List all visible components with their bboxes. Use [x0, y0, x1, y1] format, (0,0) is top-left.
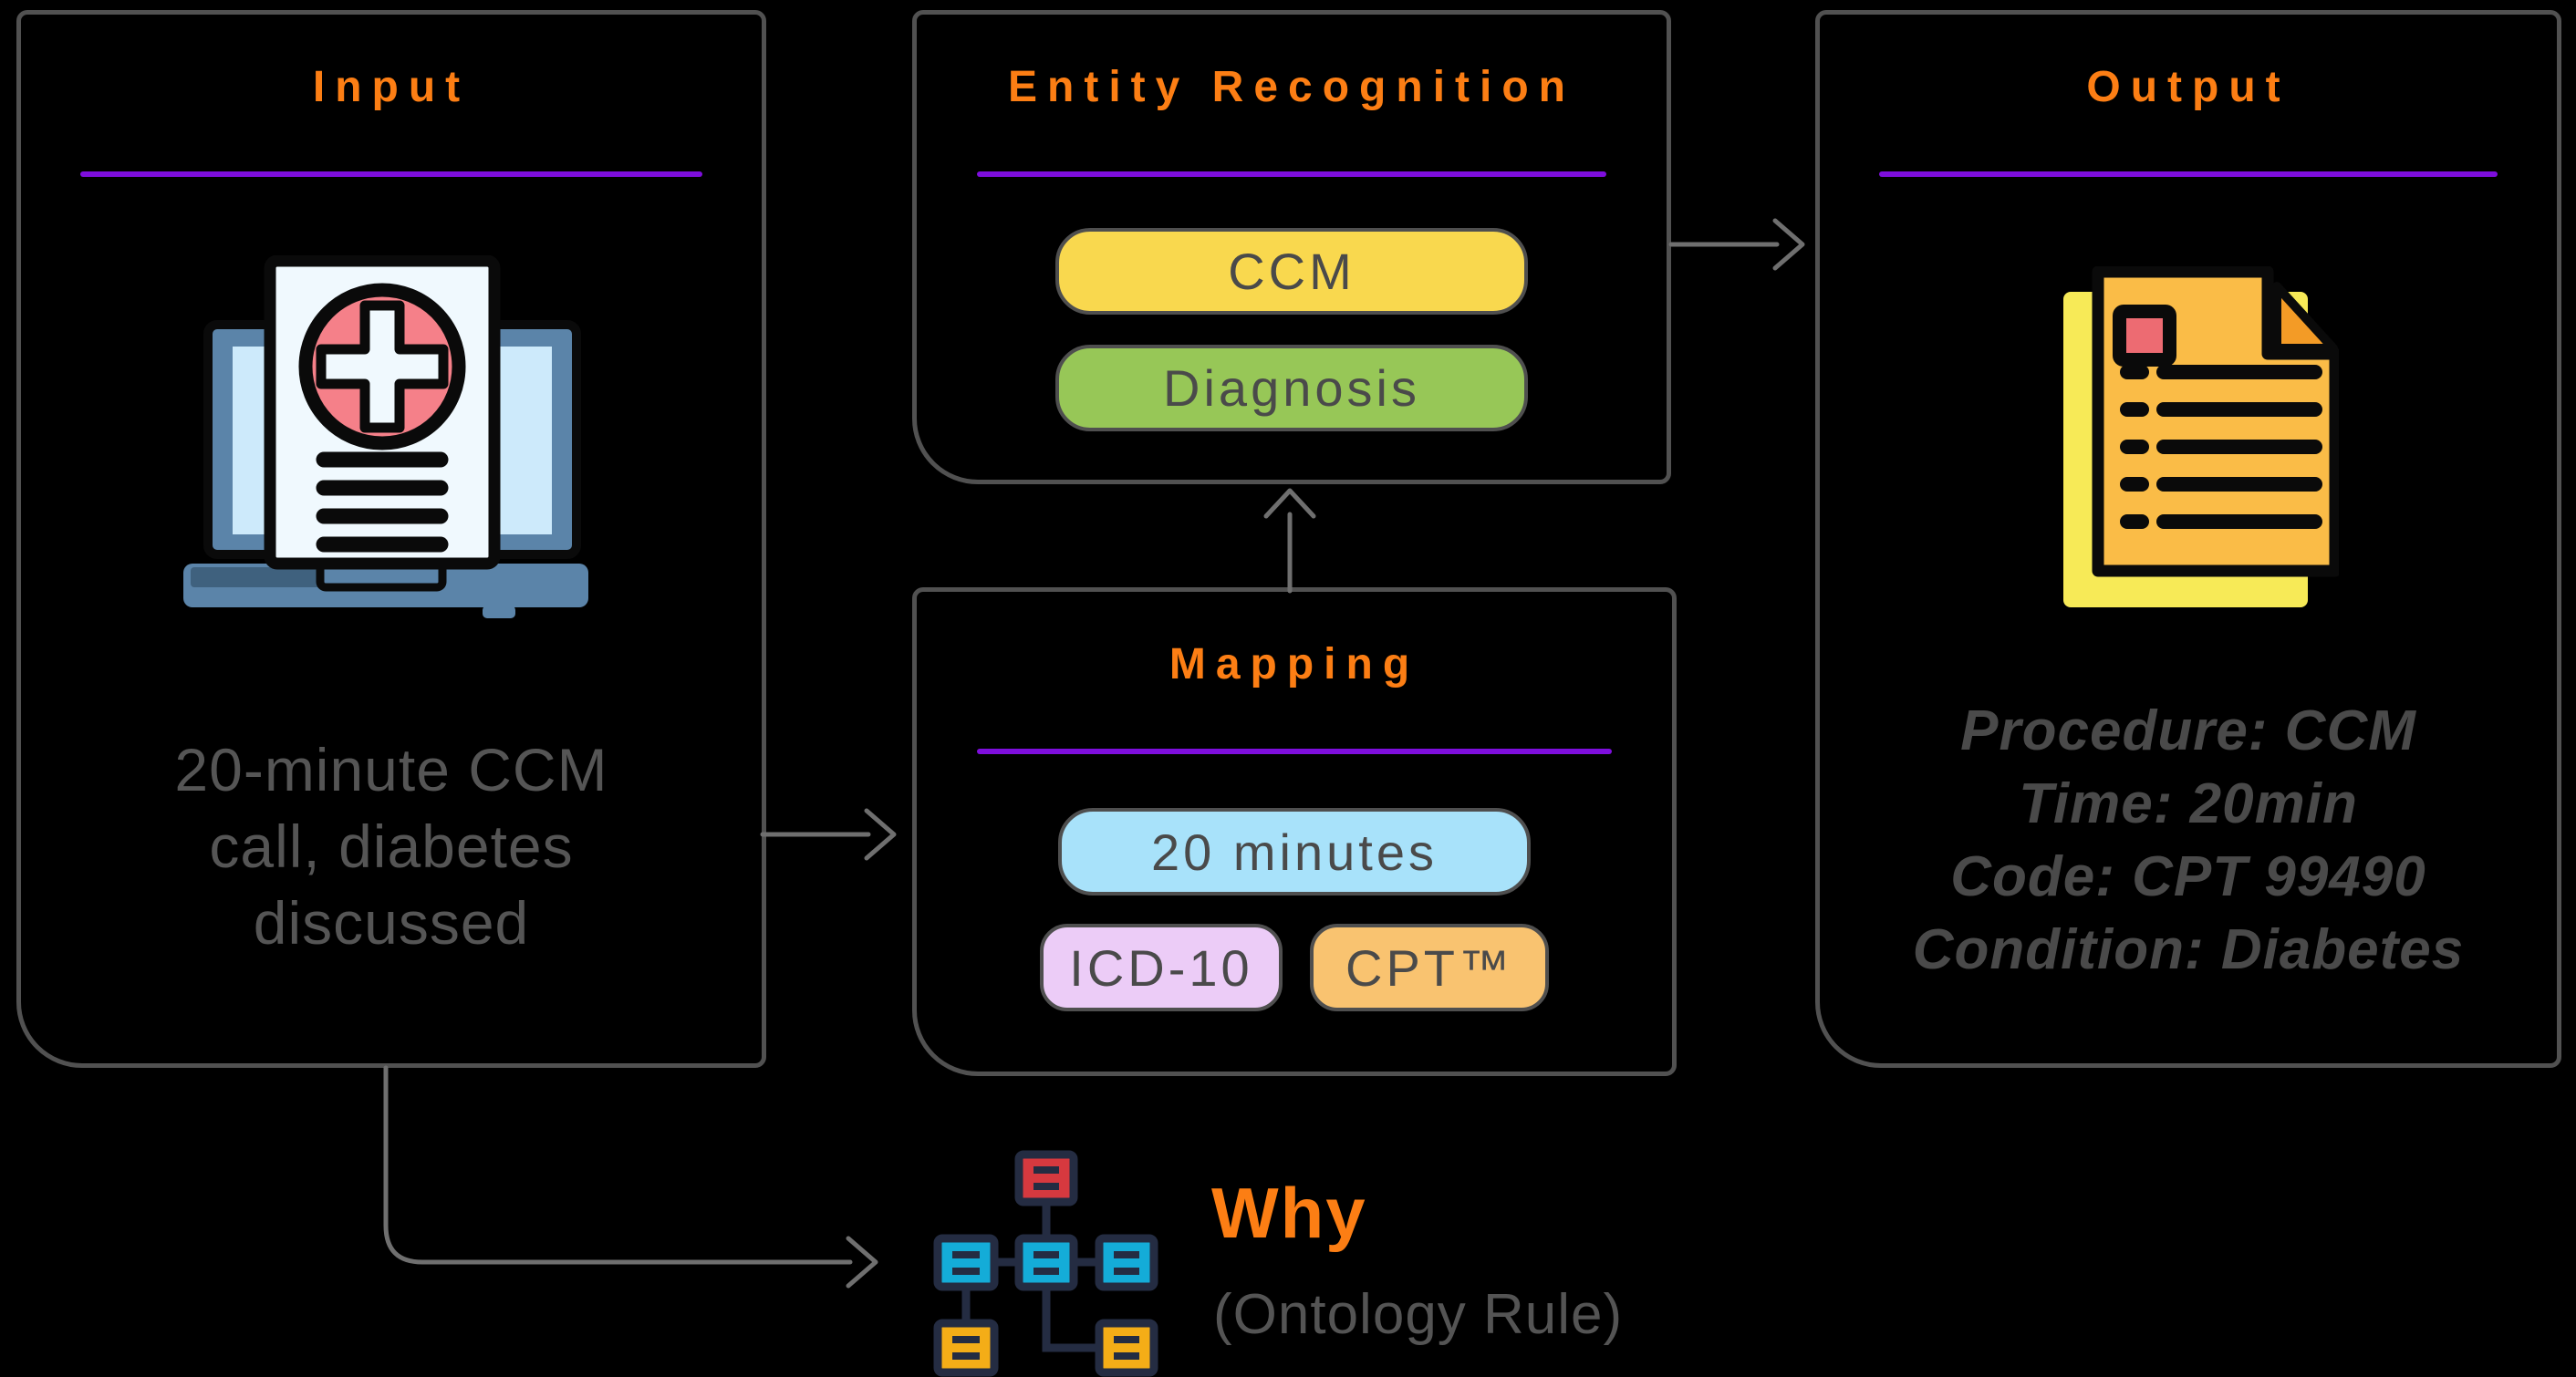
panel-mapping: Mapping 20 minutes ICD-10 CPT™ — [912, 587, 1677, 1076]
output-line: Time: 20min — [2019, 772, 2358, 835]
entity-pill-ccm: CCM — [1055, 228, 1528, 315]
arrow-input-to-why — [383, 1065, 853, 1265]
panel-input: Input 20-minute CCM call, diabet — [16, 10, 766, 1068]
entity-pill-diagnosis: Diagnosis — [1055, 345, 1528, 431]
output-title: Output — [2086, 63, 2290, 111]
mapping-pill-row: ICD-10 CPT™ — [917, 924, 1672, 1011]
caption-line: call, diabetes — [209, 813, 574, 880]
panel-entity-recognition: Entity Recognition CCM Diagnosis — [912, 10, 1671, 484]
mapping-pill-icd10: ICD-10 — [1040, 924, 1283, 1011]
output-line: Procedure: CCM — [1960, 699, 2416, 762]
output-line: Code: CPT 99490 — [1950, 845, 2426, 908]
arrowhead-input-to-why — [846, 1236, 878, 1289]
output-result-text: Procedure: CCM Time: 20min Code: CPT 994… — [1820, 695, 2557, 987]
mapping-pill-20-minutes: 20 minutes — [1058, 808, 1531, 896]
input-caption: 20-minute CCM call, diabetes discussed — [21, 731, 762, 961]
why-title: Why — [1211, 1173, 1367, 1253]
mapping-pill-cpt: CPT™ — [1310, 924, 1549, 1011]
ontology-tree-icon — [933, 1150, 1158, 1377]
input-title: Input — [312, 63, 471, 111]
entity-recognition-divider — [976, 171, 1607, 177]
arrowhead-entity-to-output — [1772, 218, 1805, 271]
laptop-medical-record-icon — [183, 255, 588, 618]
arrowhead-mapping-to-entity — [1263, 488, 1316, 519]
entity-recognition-title: Entity Recognition — [1008, 63, 1575, 111]
output-line: Condition: Diabetes — [1912, 918, 2465, 981]
why-subtitle: (Ontology Rule) — [1213, 1283, 1624, 1346]
output-divider — [1878, 171, 2498, 177]
caption-line: discussed — [253, 889, 530, 957]
caption-line: 20-minute CCM — [174, 736, 608, 803]
mapping-divider — [977, 749, 1612, 754]
input-divider — [79, 171, 703, 177]
arrowhead-input-to-mapping — [864, 808, 897, 861]
panel-output: Output Procedure: CCM Time: 20min — [1815, 10, 2561, 1068]
document-report-icon — [2063, 266, 2339, 607]
mapping-title: Mapping — [1169, 640, 1420, 688]
